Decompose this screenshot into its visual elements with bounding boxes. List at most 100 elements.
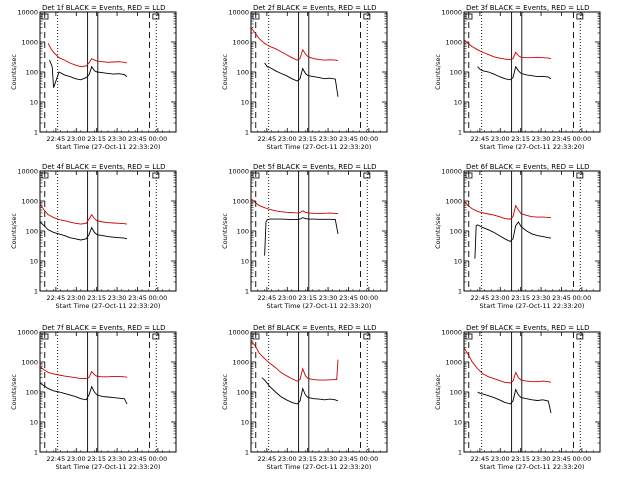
x-tick-label: 23:30 [108, 455, 127, 463]
y-axis-label: Counts/sec [221, 54, 229, 90]
x-tick-label: 00:00 [573, 294, 592, 302]
panel-title: Det 8f BLACK = Events, RED = LLD [253, 324, 376, 332]
x-tick-label: 23:45 [128, 455, 147, 463]
y-axis-label: Counts/sec [10, 54, 18, 90]
x-tick-label: 22:45 [47, 294, 66, 302]
x-tick-label: 00:00 [149, 455, 168, 463]
y-tick-label: 100 [26, 69, 38, 77]
x-tick-label: 23:00 [67, 135, 86, 143]
x-tick-label: 23:30 [532, 455, 551, 463]
events-series-line [264, 62, 339, 97]
plot-frame [463, 331, 601, 453]
x-axis-label: Start Time (27-Oct-11 22:33:20) [480, 463, 585, 471]
y-tick-label: 1 [245, 129, 249, 137]
events-series-line [264, 217, 339, 256]
events-series-line [474, 221, 552, 259]
panel-title: Det 6f BLACK = Events, RED = LLD [466, 163, 589, 171]
panel-det-8: Det 8f BLACK = Events, RED = LLD 1 10 100 10… [221, 324, 388, 471]
plot-frame [250, 170, 388, 292]
panel-title: Det 1f BLACK = Events, RED = LLD [42, 4, 165, 12]
x-tick-label: 23:15 [298, 135, 317, 143]
x-tick-label: 22:45 [47, 455, 66, 463]
x-tick-label: 23:45 [339, 135, 358, 143]
x-tick-label: 23:45 [552, 455, 571, 463]
lld-series-line [47, 43, 128, 68]
y-axis-label: Counts/sec [434, 54, 442, 90]
panel-det-5: Det 5f BLACK = Events, RED = LLD 1 10 100 10… [221, 163, 388, 310]
lld-series-line [463, 39, 552, 61]
y-axis-label: Counts/sec [221, 213, 229, 249]
x-axis-label: Start Time (27-Oct-11 22:33:20) [56, 463, 161, 471]
x-tick-label: 00:00 [149, 135, 168, 143]
y-tick-label: 100 [237, 389, 249, 397]
plot-frame [39, 170, 177, 292]
y-tick-label: 1000 [445, 39, 462, 47]
x-tick-label: 23:00 [278, 294, 297, 302]
lld-series-line [250, 198, 339, 215]
panel-det-1: Det 1f BLACK = Events, RED = LLD 1 10 100 10… [10, 4, 177, 151]
panel-title: Det 5f BLACK = Events, RED = LLD [253, 163, 376, 171]
x-tick-label: 00:00 [573, 455, 592, 463]
y-tick-label: 10000 [441, 329, 462, 337]
y-tick-label: 100 [450, 69, 462, 77]
events-series-line [39, 221, 128, 241]
x-tick-label: 23:00 [278, 455, 297, 463]
x-axis-label: Start Time (27-Oct-11 22:33:20) [267, 143, 372, 151]
x-tick-label: 23:00 [67, 294, 86, 302]
events-series-line [39, 382, 128, 405]
x-tick-label: 23:30 [108, 294, 127, 302]
x-tick-label: 23:30 [319, 455, 338, 463]
panel-det-9: Det 9f BLACK = Events, RED = LLD 1 10 100 10… [434, 324, 601, 471]
y-tick-label: 1 [458, 288, 462, 296]
plot-frame [463, 11, 601, 133]
lld-series-line [39, 366, 128, 380]
lld-series-line [463, 347, 552, 384]
y-axis-label: Counts/sec [10, 213, 18, 249]
x-tick-label: 23:45 [128, 294, 147, 302]
lld-series-line [39, 203, 128, 225]
x-tick-label: 23:30 [532, 294, 551, 302]
y-axis-label: Counts/sec [221, 374, 229, 410]
x-axis-label: Start Time (27-Oct-11 22:33:20) [56, 143, 161, 151]
x-tick-label: 00:00 [149, 294, 168, 302]
x-axis-label: Start Time (27-Oct-11 22:33:20) [480, 143, 585, 151]
y-tick-label: 10000 [17, 168, 38, 176]
plot-frame [463, 170, 601, 292]
y-tick-label: 1 [34, 449, 38, 457]
x-tick-label: 23:30 [319, 294, 338, 302]
panel-title: Det 7f BLACK = Events, RED = LLD [42, 324, 165, 332]
y-tick-label: 10 [454, 99, 462, 107]
y-tick-label: 10000 [17, 9, 38, 17]
y-tick-label: 10 [454, 419, 462, 427]
y-tick-label: 10 [454, 258, 462, 266]
y-tick-label: 10000 [441, 9, 462, 17]
x-tick-label: 23:30 [532, 135, 551, 143]
x-tick-label: 22:45 [471, 135, 490, 143]
panel-det-4: Det 4f BLACK = Events, RED = LLD 1 10 100 10… [10, 163, 177, 310]
x-axis-label: Start Time (27-Oct-11 22:33:20) [480, 302, 585, 310]
y-tick-label: 10000 [228, 168, 249, 176]
panel-det-7: Det 7f BLACK = Events, RED = LLD 1 10 100 10… [10, 324, 177, 471]
y-tick-label: 100 [237, 69, 249, 77]
y-tick-label: 1 [458, 129, 462, 137]
x-tick-label: 23:30 [319, 135, 338, 143]
y-tick-label: 100 [450, 228, 462, 236]
y-tick-label: 10 [241, 419, 249, 427]
x-tick-label: 22:45 [258, 135, 277, 143]
x-tick-label: 23:15 [511, 135, 530, 143]
x-tick-label: 23:15 [87, 135, 106, 143]
y-axis-label: Counts/sec [434, 213, 442, 249]
y-tick-label: 1 [245, 288, 249, 296]
y-tick-label: 100 [450, 389, 462, 397]
x-tick-label: 23:15 [298, 294, 317, 302]
y-tick-label: 10 [30, 419, 38, 427]
x-tick-label: 23:15 [298, 455, 317, 463]
panel-title: Det 9f BLACK = Events, RED = LLD [466, 324, 589, 332]
x-tick-label: 22:45 [47, 135, 66, 143]
x-tick-label: 23:45 [339, 455, 358, 463]
x-tick-label: 00:00 [360, 135, 379, 143]
y-tick-label: 1000 [21, 39, 38, 47]
y-tick-label: 1000 [21, 198, 38, 206]
x-tick-label: 23:00 [491, 294, 510, 302]
